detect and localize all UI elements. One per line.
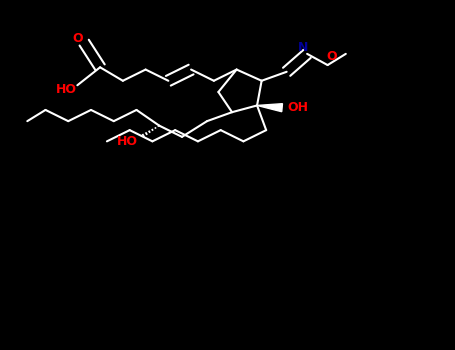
Polygon shape: [257, 104, 283, 112]
Text: HO: HO: [56, 83, 76, 96]
Text: OH: OH: [288, 101, 308, 114]
Text: O: O: [72, 32, 83, 45]
Text: O: O: [327, 50, 338, 63]
Text: N: N: [298, 41, 308, 54]
Text: HO: HO: [117, 135, 138, 148]
